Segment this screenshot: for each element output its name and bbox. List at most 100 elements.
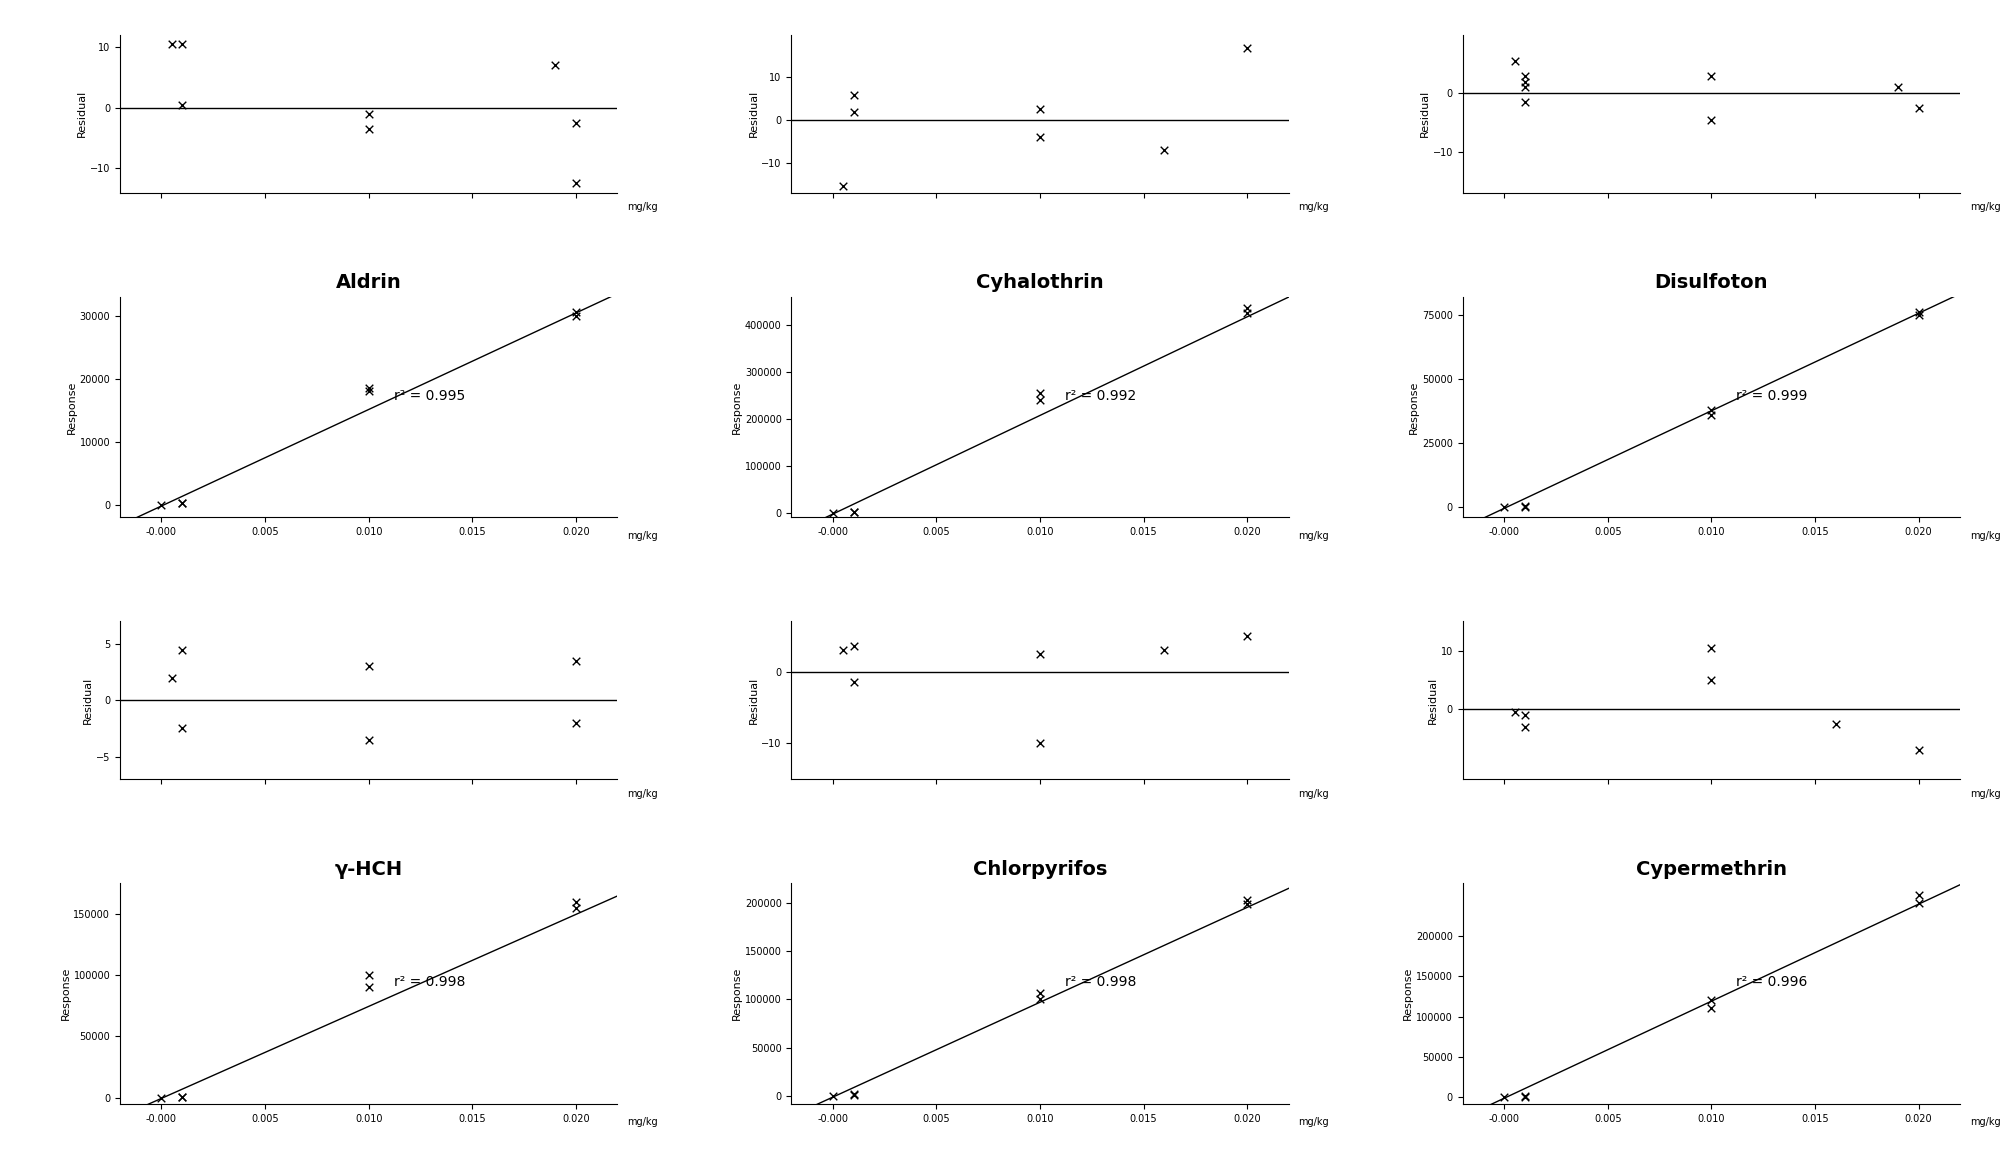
Point [1498, 52, 1530, 71]
Text: mg/kg: mg/kg [1298, 202, 1330, 211]
Point [1232, 38, 1264, 57]
Point [560, 303, 592, 322]
Point [166, 719, 198, 738]
Text: mg/kg: mg/kg [1970, 789, 2000, 798]
Point [166, 1088, 198, 1106]
Point [1232, 626, 1264, 645]
Y-axis label: Response: Response [732, 967, 742, 1020]
Point [1508, 93, 1540, 112]
Point [1508, 497, 1540, 516]
Point [1696, 110, 1728, 129]
Y-axis label: Residual: Residual [78, 91, 88, 137]
Point [560, 892, 592, 911]
Point [560, 898, 592, 917]
Point [1696, 400, 1728, 418]
Y-axis label: Response: Response [1410, 380, 1420, 433]
Point [1024, 100, 1056, 119]
Point [1508, 66, 1540, 85]
Point [1148, 640, 1180, 659]
Point [1508, 717, 1540, 736]
Text: r² = 0.996: r² = 0.996 [1736, 975, 1808, 990]
Point [166, 1088, 198, 1106]
Point [816, 1086, 848, 1105]
Point [352, 382, 384, 401]
Point [1508, 496, 1540, 515]
Point [166, 494, 198, 512]
Point [1024, 383, 1056, 402]
Point [1498, 703, 1530, 722]
Point [838, 673, 870, 691]
Title: Cyhalothrin: Cyhalothrin [976, 273, 1104, 293]
Point [1508, 78, 1540, 96]
Point [1024, 645, 1056, 664]
Point [1232, 890, 1264, 909]
Point [838, 102, 870, 121]
Point [838, 503, 870, 522]
Point [1488, 497, 1520, 516]
Point [352, 731, 384, 749]
Point [1232, 895, 1264, 913]
Text: mg/kg: mg/kg [1298, 531, 1330, 540]
Text: r² = 0.995: r² = 0.995 [394, 389, 464, 403]
Point [352, 379, 384, 397]
Y-axis label: Residual: Residual [1428, 676, 1438, 724]
Title: Chlorpyrifos: Chlorpyrifos [972, 860, 1108, 878]
Text: r² = 0.998: r² = 0.998 [394, 975, 464, 990]
Point [166, 494, 198, 512]
Point [166, 640, 198, 659]
Point [1696, 66, 1728, 85]
Point [1232, 299, 1264, 317]
Point [1820, 715, 1852, 733]
Point [1902, 740, 1934, 759]
Title: γ-HCH: γ-HCH [334, 860, 402, 878]
Point [1696, 670, 1728, 689]
Y-axis label: Residual: Residual [84, 676, 94, 724]
Y-axis label: Response: Response [1404, 967, 1414, 1020]
Point [352, 966, 384, 984]
Y-axis label: Residual: Residual [1420, 91, 1430, 137]
Point [1902, 99, 1934, 117]
Point [1902, 303, 1934, 322]
Point [560, 307, 592, 325]
Point [1024, 390, 1056, 409]
Text: mg/kg: mg/kg [628, 531, 658, 540]
Point [1902, 306, 1934, 324]
Point [838, 1085, 870, 1104]
Point [156, 668, 188, 687]
Point [816, 503, 848, 522]
Point [1508, 72, 1540, 91]
Y-axis label: Residual: Residual [748, 91, 758, 137]
Text: r² = 0.992: r² = 0.992 [1064, 389, 1136, 403]
Point [1024, 734, 1056, 753]
Point [352, 658, 384, 676]
Point [1902, 894, 1934, 912]
Y-axis label: Response: Response [732, 380, 742, 433]
Point [352, 120, 384, 138]
Y-axis label: Response: Response [66, 380, 76, 433]
Point [1148, 141, 1180, 159]
Point [838, 637, 870, 655]
Point [352, 978, 384, 997]
Point [1882, 78, 1914, 96]
Text: mg/kg: mg/kg [1298, 1117, 1330, 1127]
Point [146, 1089, 178, 1107]
Text: r² = 0.999: r² = 0.999 [1736, 389, 1808, 403]
Point [1902, 885, 1934, 904]
Point [838, 85, 870, 103]
Point [560, 652, 592, 670]
Title: Cypermethrin: Cypermethrin [1636, 860, 1786, 878]
Text: mg/kg: mg/kg [628, 789, 658, 798]
Point [838, 502, 870, 521]
Point [146, 495, 178, 514]
Point [166, 35, 198, 53]
Point [1024, 983, 1056, 1002]
Point [352, 105, 384, 123]
Y-axis label: Response: Response [60, 967, 70, 1020]
Text: mg/kg: mg/kg [628, 1117, 658, 1127]
Text: mg/kg: mg/kg [1970, 1117, 2000, 1127]
Point [1508, 1086, 1540, 1105]
Text: r² = 0.998: r² = 0.998 [1064, 975, 1136, 990]
Point [166, 95, 198, 114]
Point [1488, 1088, 1520, 1106]
Point [1696, 999, 1728, 1018]
